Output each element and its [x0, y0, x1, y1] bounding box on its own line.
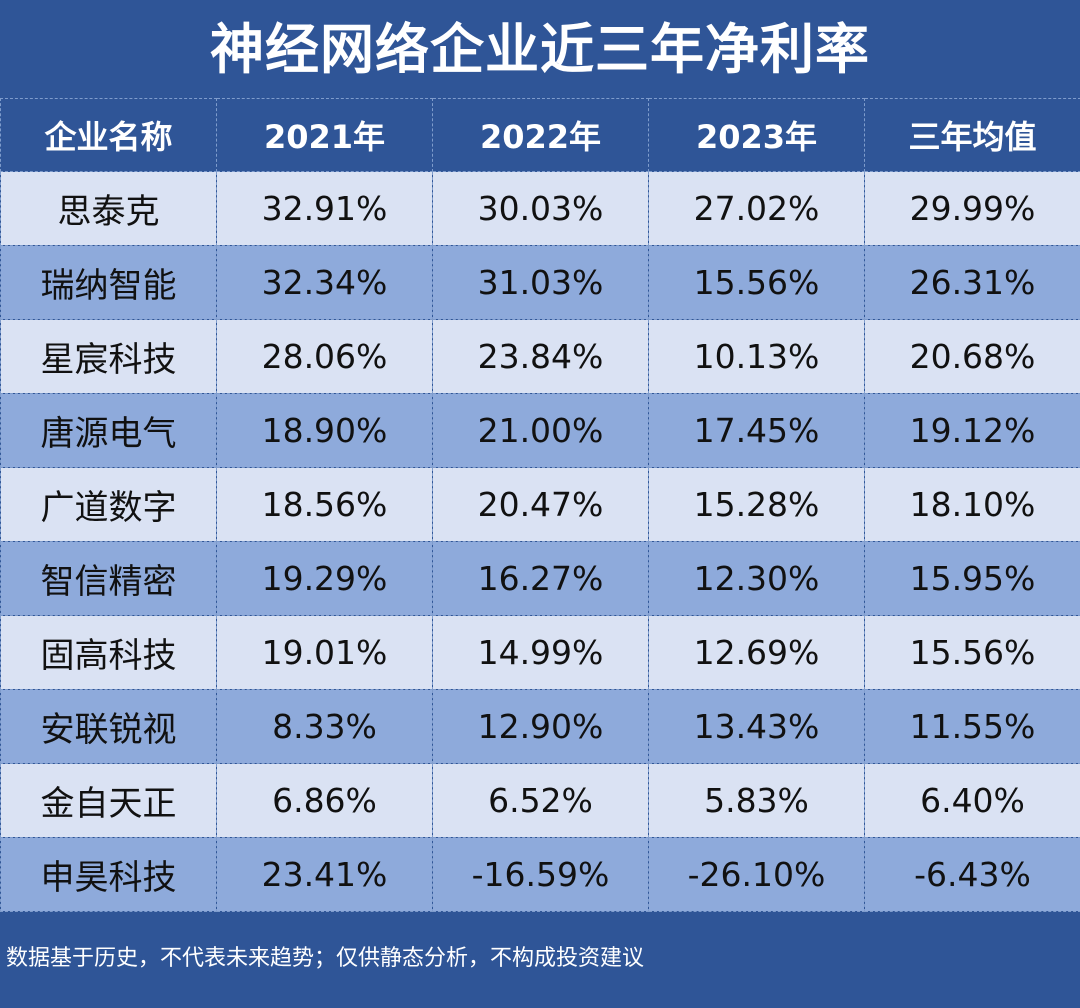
cell-average: 18.10%	[864, 467, 1080, 542]
cell-company: 金自天正	[0, 763, 217, 838]
cell-2021: 18.90%	[216, 393, 433, 468]
cell-2021: 23.41%	[216, 837, 433, 912]
net-margin-table: 企业名称 2021年 2022年 2023年 三年均值 思泰克 32.91% 30.…	[0, 98, 1080, 912]
cell-company: 安联锐视	[0, 689, 217, 764]
cell-2021: 32.91%	[216, 171, 433, 246]
cell-2022: 6.52%	[432, 763, 649, 838]
cell-2023: 13.43%	[648, 689, 865, 764]
cell-2022: 16.27%	[432, 541, 649, 616]
table-row: 瑞纳智能 32.34% 31.03% 15.56% 26.31%	[0, 245, 1080, 320]
header-row: 企业名称 2021年 2022年 2023年 三年均值	[0, 98, 1080, 172]
cell-2021: 6.86%	[216, 763, 433, 838]
cell-average: 15.56%	[864, 615, 1080, 690]
column-header-average: 三年均值	[864, 98, 1080, 172]
cell-company: 星宸科技	[0, 319, 217, 394]
cell-2023: -26.10%	[648, 837, 865, 912]
cell-average: 29.99%	[864, 171, 1080, 246]
cell-2022: 14.99%	[432, 615, 649, 690]
disclaimer-footnote: 数据基于历史，不代表未来趋势；仅供静态分析，不构成投资建议	[6, 946, 645, 971]
cell-2023: 12.69%	[648, 615, 865, 690]
table-row: 申昊科技 23.41% -16.59% -26.10% -6.43%	[0, 837, 1080, 912]
cell-2023: 17.45%	[648, 393, 865, 468]
cell-average: 20.68%	[864, 319, 1080, 394]
table-title: 神经网络企业近三年净利率	[210, 18, 870, 81]
cell-average: 19.12%	[864, 393, 1080, 468]
column-header-2023: 2023年	[648, 98, 865, 172]
cell-2023: 10.13%	[648, 319, 865, 394]
cell-2021: 19.29%	[216, 541, 433, 616]
cell-2021: 28.06%	[216, 319, 433, 394]
table-row: 唐源电气 18.90% 21.00% 17.45% 19.12%	[0, 393, 1080, 468]
cell-2021: 32.34%	[216, 245, 433, 320]
cell-company: 智信精密	[0, 541, 217, 616]
cell-2023: 5.83%	[648, 763, 865, 838]
table-row: 思泰克 32.91% 30.03% 27.02% 29.99%	[0, 171, 1080, 246]
cell-2022: 12.90%	[432, 689, 649, 764]
cell-company: 唐源电气	[0, 393, 217, 468]
table-row: 广道数字 18.56% 20.47% 15.28% 18.10%	[0, 467, 1080, 542]
cell-2021: 18.56%	[216, 467, 433, 542]
cell-company: 广道数字	[0, 467, 217, 542]
column-header-2022: 2022年	[432, 98, 649, 172]
table-row: 金自天正 6.86% 6.52% 5.83% 6.40%	[0, 763, 1080, 838]
cell-2022: -16.59%	[432, 837, 649, 912]
cell-company: 思泰克	[0, 171, 217, 246]
cell-average: -6.43%	[864, 837, 1080, 912]
cell-average: 6.40%	[864, 763, 1080, 838]
cell-average: 11.55%	[864, 689, 1080, 764]
cell-2023: 15.28%	[648, 467, 865, 542]
cell-2022: 30.03%	[432, 171, 649, 246]
cell-2022: 21.00%	[432, 393, 649, 468]
cell-average: 15.95%	[864, 541, 1080, 616]
column-header-2021: 2021年	[216, 98, 433, 172]
table-row: 固高科技 19.01% 14.99% 12.69% 15.56%	[0, 615, 1080, 690]
table-row: 星宸科技 28.06% 23.84% 10.13% 20.68%	[0, 319, 1080, 394]
cell-2021: 19.01%	[216, 615, 433, 690]
cell-2023: 27.02%	[648, 171, 865, 246]
cell-2022: 23.84%	[432, 319, 649, 394]
cell-company: 申昊科技	[0, 837, 217, 912]
table-row: 安联锐视 8.33% 12.90% 13.43% 11.55%	[0, 689, 1080, 764]
cell-2022: 31.03%	[432, 245, 649, 320]
cell-2021: 8.33%	[216, 689, 433, 764]
cell-company: 固高科技	[0, 615, 217, 690]
cell-company: 瑞纳智能	[0, 245, 217, 320]
cell-2022: 20.47%	[432, 467, 649, 542]
cell-average: 26.31%	[864, 245, 1080, 320]
cell-2023: 15.56%	[648, 245, 865, 320]
table-body: 思泰克 32.91% 30.03% 27.02% 29.99% 瑞纳智能 32.34% 31.…	[0, 171, 1080, 912]
column-header-company: 企业名称	[0, 98, 217, 172]
cell-2023: 12.30%	[648, 541, 865, 616]
table-row: 智信精密 19.29% 16.27% 12.30% 15.95%	[0, 541, 1080, 616]
